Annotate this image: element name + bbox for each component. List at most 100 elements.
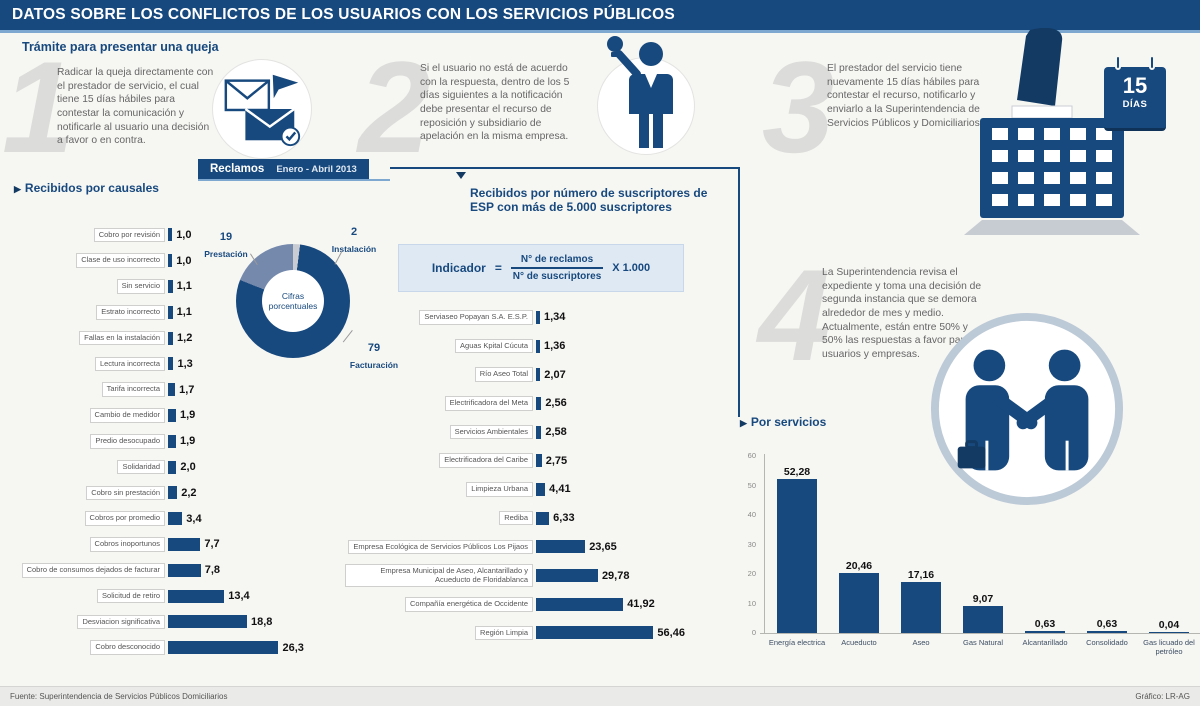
causales-value: 1,9 [179, 435, 196, 448]
causales-bar [168, 305, 173, 319]
banner-underline [198, 179, 390, 181]
causales-bar [168, 589, 225, 603]
donut-value-instalacion: 2 [350, 226, 358, 238]
causales-row: Sin servicio 1,1 [10, 274, 345, 300]
causales-bar [168, 512, 183, 526]
suscriptores-label-cell: Limpieza Urbana [340, 482, 533, 497]
footer-bar: Fuente: Superintendencia de Servicios Pú… [0, 686, 1200, 706]
suscriptores-category-label: Electrificadora del Meta [444, 396, 533, 411]
handshake-figures-icon [930, 312, 1124, 506]
causales-row: Cobros por promedio 3,4 [10, 506, 345, 532]
indicator-denominator: N° de suscriptores [512, 271, 602, 282]
servicios-column: 0,63 [1076, 456, 1138, 633]
servicios-bar [1025, 631, 1065, 633]
causales-label-cell: Cobro de consumos dejados de facturar [10, 562, 165, 578]
suscriptores-label-cell: Electrificadora del Meta [340, 396, 533, 411]
suscriptores-row: Empresa Municipal de Aseo, Alcantarillad… [340, 561, 700, 590]
causales-value: 18,8 [250, 615, 273, 628]
page-title: DATOS SOBRE LOS CONFLICTOS DE LOS USUARI… [0, 0, 1200, 30]
footer-credit: Gráfico: LR-AG [1135, 692, 1190, 701]
suscriptores-row: Rediba 6,33 [340, 504, 700, 533]
causales-label-cell: Cobros por promedio [10, 511, 165, 526]
donut-center-label: Cifras porcentuales [262, 270, 324, 332]
section-title-suscriptores: Recibidos por número de suscriptores de … [470, 186, 708, 215]
suscriptores-value: 2,56 [545, 397, 567, 410]
servicios-value: 20,46 [845, 559, 873, 572]
causales-label-cell: Tarifa incorrecta [10, 382, 165, 397]
causales-value: 1,9 [179, 409, 196, 422]
servicios-value: 17,16 [907, 569, 935, 582]
suscriptores-bar [536, 569, 598, 583]
causales-row: Cobro sin prestación 2,2 [10, 480, 345, 506]
header-accent-line [0, 30, 1200, 33]
suscriptores-row: Serviaseo Popayan S.A. E.S.P. 1,34 [340, 303, 700, 332]
servicios-y-axis-line [764, 454, 765, 634]
suscriptores-value: 29,78 [601, 569, 630, 582]
suscriptores-label-cell: Electrificadora del Caribe [340, 453, 533, 469]
servicios-ytick: 0 [751, 628, 756, 637]
causales-row: Solicitud de retiro 13,4 [10, 583, 345, 609]
servicios-column: 17,16 [890, 456, 952, 633]
causales-category-label: Solidaridad [117, 459, 165, 475]
suscriptores-row: Electrificadora del Caribe 2,75 [340, 446, 700, 475]
suscriptores-bar [536, 454, 542, 468]
suscriptores-category-label: Electrificadora del Caribe [439, 453, 533, 469]
causales-value: 2,0 [180, 461, 196, 474]
causales-label-cell: Sin servicio [10, 279, 165, 294]
causales-category-label: Cobro por revisión [93, 227, 165, 243]
step-4-text: La Superintendencia revisa el expediente… [822, 267, 986, 361]
suscriptores-value: 2,75 [545, 454, 568, 467]
causales-row: Tarifa incorrecta 1,7 [10, 377, 345, 403]
causales-value: 26,3 [282, 641, 304, 654]
servicios-ytick: 60 [747, 451, 756, 460]
servicios-y-axis: 0 10 20 30 40 50 60 [736, 451, 760, 637]
causales-value: 13,4 [228, 590, 250, 603]
causales-label-cell: Cobro por revisión [10, 227, 165, 243]
causales-value: 2,2 [181, 486, 197, 499]
causales-category-label: Cobros inoportunos [89, 537, 165, 552]
servicios-bar [963, 606, 1003, 633]
servicios-column: 0,04 [1138, 456, 1200, 633]
suscriptores-value: 2,58 [545, 426, 567, 439]
causales-category-label: Clase de uso incorrecto [76, 253, 165, 268]
causales-value: 3,4 [186, 512, 202, 525]
servicios-ytick: 30 [747, 539, 756, 549]
superintendencia-building-icon [952, 27, 1152, 243]
suscriptores-row: Río Aseo Total 2,07 [340, 360, 700, 389]
causales-bar [168, 460, 177, 474]
causales-category-label: Tarifa incorrecta [101, 382, 165, 397]
causales-row: Cobro desconocido 26,3 [10, 635, 345, 661]
servicios-bar-chart: 52,28 20,46 17,16 9,07 0,63 0,63 0,04 [766, 456, 1200, 633]
causales-bar [168, 254, 173, 268]
suscriptores-category-label: Limpieza Urbana [466, 482, 533, 497]
causales-category-label: Fallas en la instalación [79, 330, 165, 346]
calendar-rings-icon [1104, 55, 1166, 70]
connector-line-horizontal [390, 167, 740, 169]
suscriptores-bar [536, 482, 546, 496]
causales-category-label: Cambio de medidor [89, 408, 165, 423]
causales-label-cell: Cobro desconocido [10, 640, 165, 655]
donut-label-prestacion: 19 Prestación [200, 231, 252, 262]
servicios-column: 0,63 [1014, 456, 1076, 633]
causales-category-label: Desviacion significativa [77, 614, 165, 630]
connector-line-vertical [738, 167, 740, 417]
causales-category-label: Predio desocupado [90, 433, 165, 449]
servicios-column: 52,28 [766, 456, 828, 633]
triangle-marker-icon: ▶ [740, 418, 747, 428]
causales-bar [168, 383, 176, 397]
step-4-number: 4 [758, 242, 831, 388]
suscriptores-bar [536, 425, 542, 439]
causales-bar [168, 408, 176, 422]
causales-bar [168, 357, 174, 371]
causales-label-cell: Cambio de medidor [10, 408, 165, 423]
donut-label-facturacion: 79 Facturación [348, 342, 400, 373]
handshake-icon [928, 310, 1126, 513]
servicios-bar [839, 572, 879, 633]
causales-value: 1,1 [176, 280, 192, 293]
suscriptores-row: Limpieza Urbana 4,41 [340, 475, 700, 504]
section-causales-label: Recibidos por causales [24, 181, 159, 195]
suscriptores-category-label: Región Limpia [475, 625, 533, 641]
servicios-bar [1087, 631, 1127, 633]
servicios-bar [901, 582, 941, 633]
